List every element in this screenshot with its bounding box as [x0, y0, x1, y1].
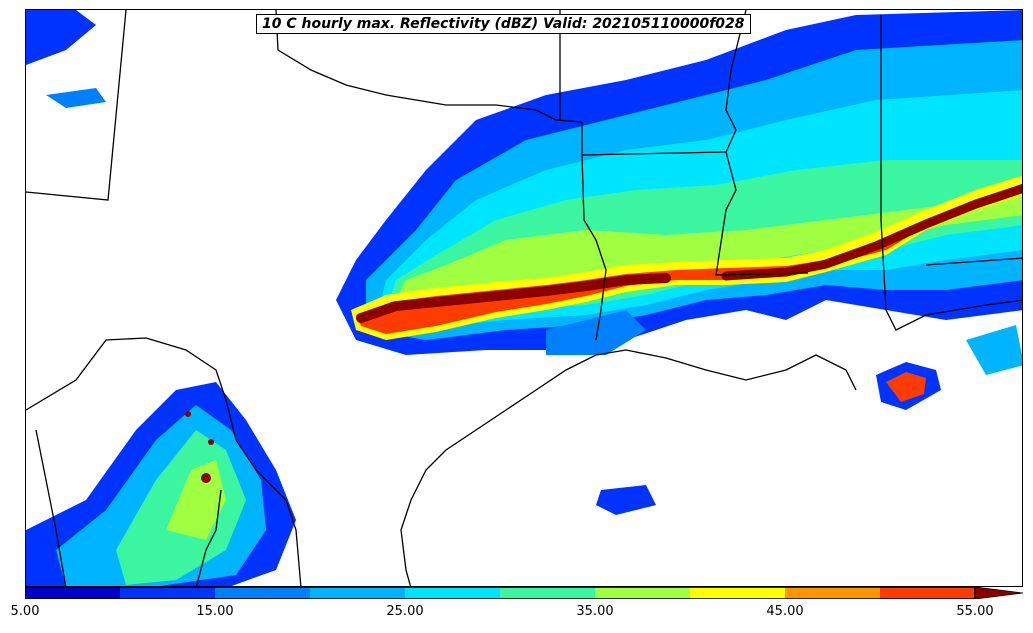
colorbar	[25, 587, 1024, 599]
reflectivity-field	[26, 10, 1022, 586]
colorbar-tick-label: 5.00	[10, 604, 40, 619]
colorbar-segment	[120, 587, 215, 599]
colorbar-segment	[215, 587, 310, 599]
colorbar-segment	[310, 587, 405, 599]
map-title: 10 C hourly max. Reflectivity (dBZ) Vali…	[256, 14, 751, 34]
political-boundaries	[26, 10, 1022, 586]
map-canvas	[26, 10, 1022, 586]
colorbar-segment	[25, 587, 120, 599]
colorbar-segment	[595, 587, 690, 599]
colorbar-segment	[690, 587, 785, 599]
reflectivity-map	[25, 9, 1023, 587]
colorbar-extend-arrow	[974, 587, 1024, 599]
colorbar-segment	[880, 587, 975, 599]
colorbar-outline	[25, 587, 975, 599]
colorbar-tick-label: 15.00	[196, 604, 234, 619]
colorbar-tick-label: 25.00	[386, 604, 424, 619]
colorbar-segment	[785, 587, 880, 599]
colorbar-segment	[405, 587, 500, 599]
colorbar-tick-label: 55.00	[956, 604, 994, 619]
colorbar-tick-label: 45.00	[766, 604, 804, 619]
colorbar-tick-label: 35.00	[576, 604, 614, 619]
colorbar-segment	[500, 587, 595, 599]
